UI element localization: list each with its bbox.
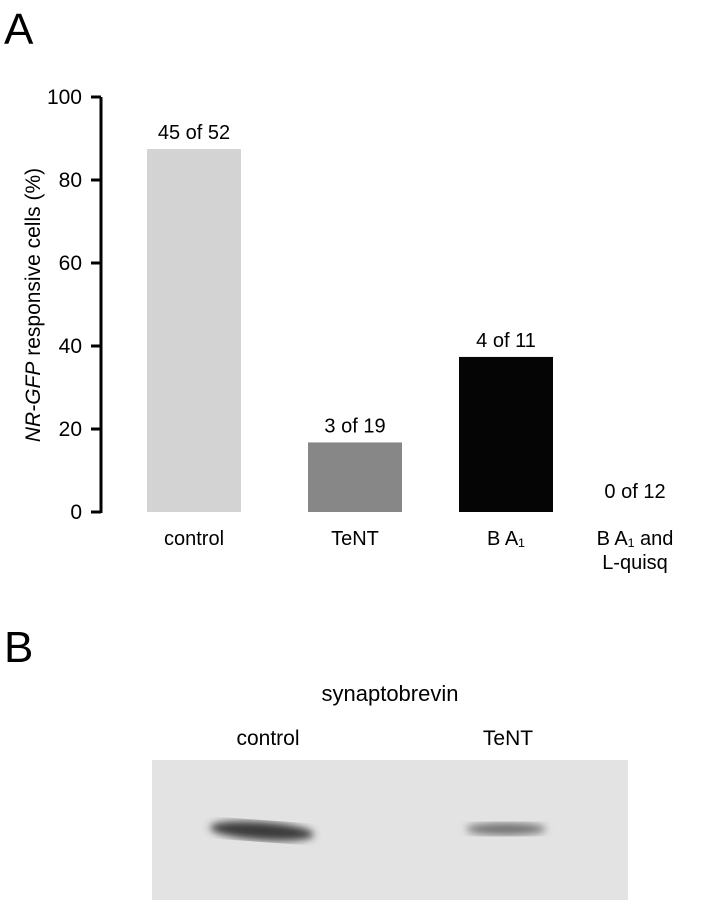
y-axis-label: NR-GFP responsive cells (%) — [22, 168, 45, 442]
blot-band — [466, 823, 546, 835]
blot-image — [152, 760, 628, 900]
lane-label: TeNT — [483, 727, 533, 750]
y-label-prefix: NR-GFP — [22, 362, 45, 443]
panel-letter: B — [4, 623, 33, 672]
y-tick-label: 60 — [59, 252, 82, 275]
x-tick-label: B A₁ — [487, 528, 525, 550]
bar — [459, 356, 553, 512]
x-tick-label: TeNT — [331, 528, 379, 550]
value-label: 45 of 52 — [158, 122, 230, 144]
blot-title: synaptobrevin — [322, 681, 459, 706]
panel-letter: A — [4, 5, 34, 54]
value-label: 0 of 12 — [604, 481, 665, 503]
bar — [147, 149, 241, 512]
lane-label: control — [236, 727, 299, 750]
value-label: 3 of 19 — [324, 415, 385, 437]
y-tick-label: 20 — [59, 418, 82, 441]
y-tick-label: 100 — [47, 86, 82, 109]
x-tick-label: control — [163, 528, 225, 550]
y-tick-label: 40 — [59, 335, 82, 358]
value-label: 4 of 11 — [476, 330, 536, 352]
y-tick-label: 80 — [59, 169, 82, 192]
y-label: responsive cells (%) — [22, 168, 45, 356]
bar — [308, 442, 402, 512]
blot-band — [210, 821, 314, 841]
y-tick-label: 0 — [70, 501, 82, 524]
x-tick-label: B A₁ and L-quisq — [596, 528, 674, 574]
